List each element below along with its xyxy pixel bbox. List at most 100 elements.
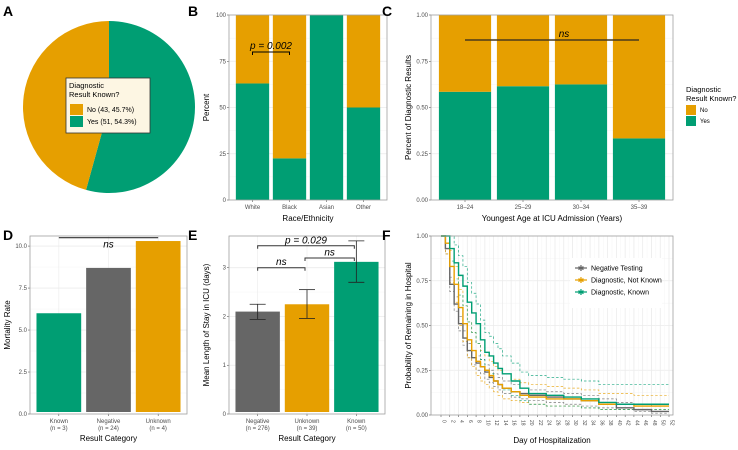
panel-c-ytick-label: 0.00 <box>416 198 428 204</box>
panel-e-y-axis-title: Mean Length of Stay in ICU (days) <box>202 263 211 386</box>
pie-legend-key-yes <box>70 116 83 127</box>
panel-f-xtick-label: 40 <box>616 420 622 426</box>
panel-label-d: D <box>3 227 13 243</box>
panel-d-panel-border <box>29 235 188 415</box>
panel-e-xtick-label: Unknown <box>294 419 319 425</box>
panel-c-xtick-label: 25–29 <box>515 205 532 211</box>
panel-c-bar-no <box>554 15 608 85</box>
panel-d-x-axis-title: Result Category <box>80 434 137 443</box>
panel-f-xtick-label: 42 <box>625 420 631 426</box>
panel-b-significance-bracket <box>252 51 290 55</box>
panel-f-ytick-label: 0.50 <box>416 324 428 330</box>
panel-b-xtick-label: Other <box>356 205 371 211</box>
panel-f-panel-border <box>430 235 674 416</box>
panel-c-bar-yes <box>554 84 608 200</box>
panel-c-ytick-label: 0.50 <box>416 106 428 112</box>
panel-f-xtick-label: 22 <box>537 420 543 426</box>
panel-e-ytick-label: 3 <box>223 266 227 272</box>
panel-e-xtick-n-label: (n = 39) <box>297 426 318 432</box>
panel-f-x-axis-title: Day of Hospitalization <box>513 436 590 445</box>
panel-d-y-axis-title: Mortality Rate <box>3 300 12 350</box>
panel-e-ytick-label: 0 <box>223 412 227 418</box>
panel-f-xtick-label: 30 <box>572 420 578 426</box>
panel-b-xtick-label: Black <box>282 205 298 211</box>
panel-f-xtick-label: 28 <box>563 420 569 426</box>
panel-e-xtick-n-label: (n = 50) <box>346 426 367 432</box>
panel-e-significance-bracket <box>257 245 355 249</box>
panel-d-ytick-label: 0.0 <box>19 412 28 418</box>
panel-c-ytick-label: 0.75 <box>416 59 428 65</box>
panel-c-legend-label-yes: Yes <box>700 119 710 125</box>
pie-legend-label-yes: Yes (51, 54.3%) <box>87 119 137 126</box>
panel-f-xtick-label: 24 <box>546 420 552 426</box>
panel-e-bar-known <box>334 261 379 412</box>
panel-f-xtick-label: 0 <box>441 420 447 423</box>
panel-e-xtick-label: Known <box>347 419 365 425</box>
panel-c-ytick-label: 0.25 <box>416 152 428 158</box>
panel-d-ns-label: ns <box>103 240 114 251</box>
panel-b-panel-border <box>228 14 388 201</box>
panel-d-ytick-label: 7.5 <box>19 286 28 292</box>
panel-b-x-axis-title: Race/Ethnicity <box>282 214 333 223</box>
panel-e-p-value: p = 0.029 <box>284 235 327 246</box>
panel-f-ytick-label: 1.00 <box>416 234 428 240</box>
pie-legend-label-no: No (43, 45.7%) <box>87 107 134 114</box>
panel-b-ytick-label: 75 <box>219 59 226 65</box>
panel-f-legend-label: Diagnostic, Not Known <box>591 278 662 285</box>
panel-f-ytick-label: 0.25 <box>416 368 428 374</box>
panel-d-xtick-n-label: (n = 4) <box>149 426 167 432</box>
panel-f-ytick-label: 0.75 <box>416 279 428 285</box>
panel-f-xtick-label: 50 <box>660 420 666 426</box>
panel-c-xtick-label: 30–34 <box>573 205 590 211</box>
panel-c-legend-key-yes <box>686 116 696 126</box>
panel-c-bar-no <box>496 15 550 87</box>
panel-f-ci-upper-diagnostic-known <box>441 235 669 385</box>
panel-b-bar-no <box>235 15 270 84</box>
panel-f-xtick-label: 18 <box>519 420 525 426</box>
panel-f-xtick-label: 46 <box>642 420 648 426</box>
panel-f-y-axis-title: Probability of Remaining in Hospital <box>404 262 413 389</box>
panel-e-xtick-n-label: (n = 276) <box>246 426 270 432</box>
panel-f-curve-diagnostic-known <box>441 235 669 405</box>
panel-label-a: A <box>3 3 13 19</box>
panel-e-ns-label: ns <box>324 247 335 258</box>
panel-b-ytick-label: 25 <box>219 152 226 158</box>
panel-b-ytick-label: 50 <box>219 106 226 112</box>
panel-f-xtick-label: 44 <box>633 420 639 426</box>
panel-d-ytick-label: 2.5 <box>19 370 28 376</box>
panel-label-e: E <box>188 227 197 243</box>
panel-e-x-axis-title: Result Category <box>278 434 335 443</box>
panel-b-bar-yes <box>235 83 270 200</box>
panel-b-bar-no <box>272 15 307 159</box>
panel-c-legend-title-line1: Diagnostic <box>686 85 721 94</box>
panel-f-xtick-label: 20 <box>528 420 534 426</box>
panel-d-bar-unknown <box>135 241 181 412</box>
panel-c-xtick-label: 35–39 <box>631 205 648 211</box>
panel-label-f: F <box>382 227 391 243</box>
panel-f-xtick-label: 14 <box>502 420 508 426</box>
panel-d-ytick-label: 10.0 <box>15 244 27 250</box>
panel-c-bar-no <box>612 15 666 139</box>
panel-f-legend-censor-icon: ✱ <box>578 288 585 297</box>
panel-b-y-axis-title: Percent <box>202 93 211 121</box>
panel-e-bar-negative <box>235 311 280 412</box>
panel-f-xtick-label: 34 <box>590 420 596 426</box>
panel-b-bar-yes <box>346 107 381 200</box>
panel-e-ytick-label: 2 <box>223 314 227 320</box>
panel-c-bar-yes <box>438 91 492 200</box>
panel-b-xtick-label: White <box>245 205 261 211</box>
panel-f-ci-upper-diagnostic-not-known <box>441 235 669 396</box>
panel-d-xtick-label: Known <box>50 419 68 425</box>
panel-d-bar-negative <box>86 267 131 412</box>
panel-c-legend-key-no <box>686 105 696 115</box>
panel-c-xtick-label: 18–24 <box>457 205 474 211</box>
panel-c-bar-no <box>438 15 492 92</box>
panel-b-bar-yes <box>272 158 307 200</box>
panel-f-legend-censor-icon: ✱ <box>578 276 585 285</box>
panel-f-xtick-label: 8 <box>476 420 482 423</box>
panel-label-c: C <box>382 3 392 19</box>
panel-b-xtick-label: Asian <box>319 205 334 211</box>
panel-d-xtick-label: Negative <box>97 419 121 425</box>
panel-c-legend-label-no: No <box>700 108 708 114</box>
